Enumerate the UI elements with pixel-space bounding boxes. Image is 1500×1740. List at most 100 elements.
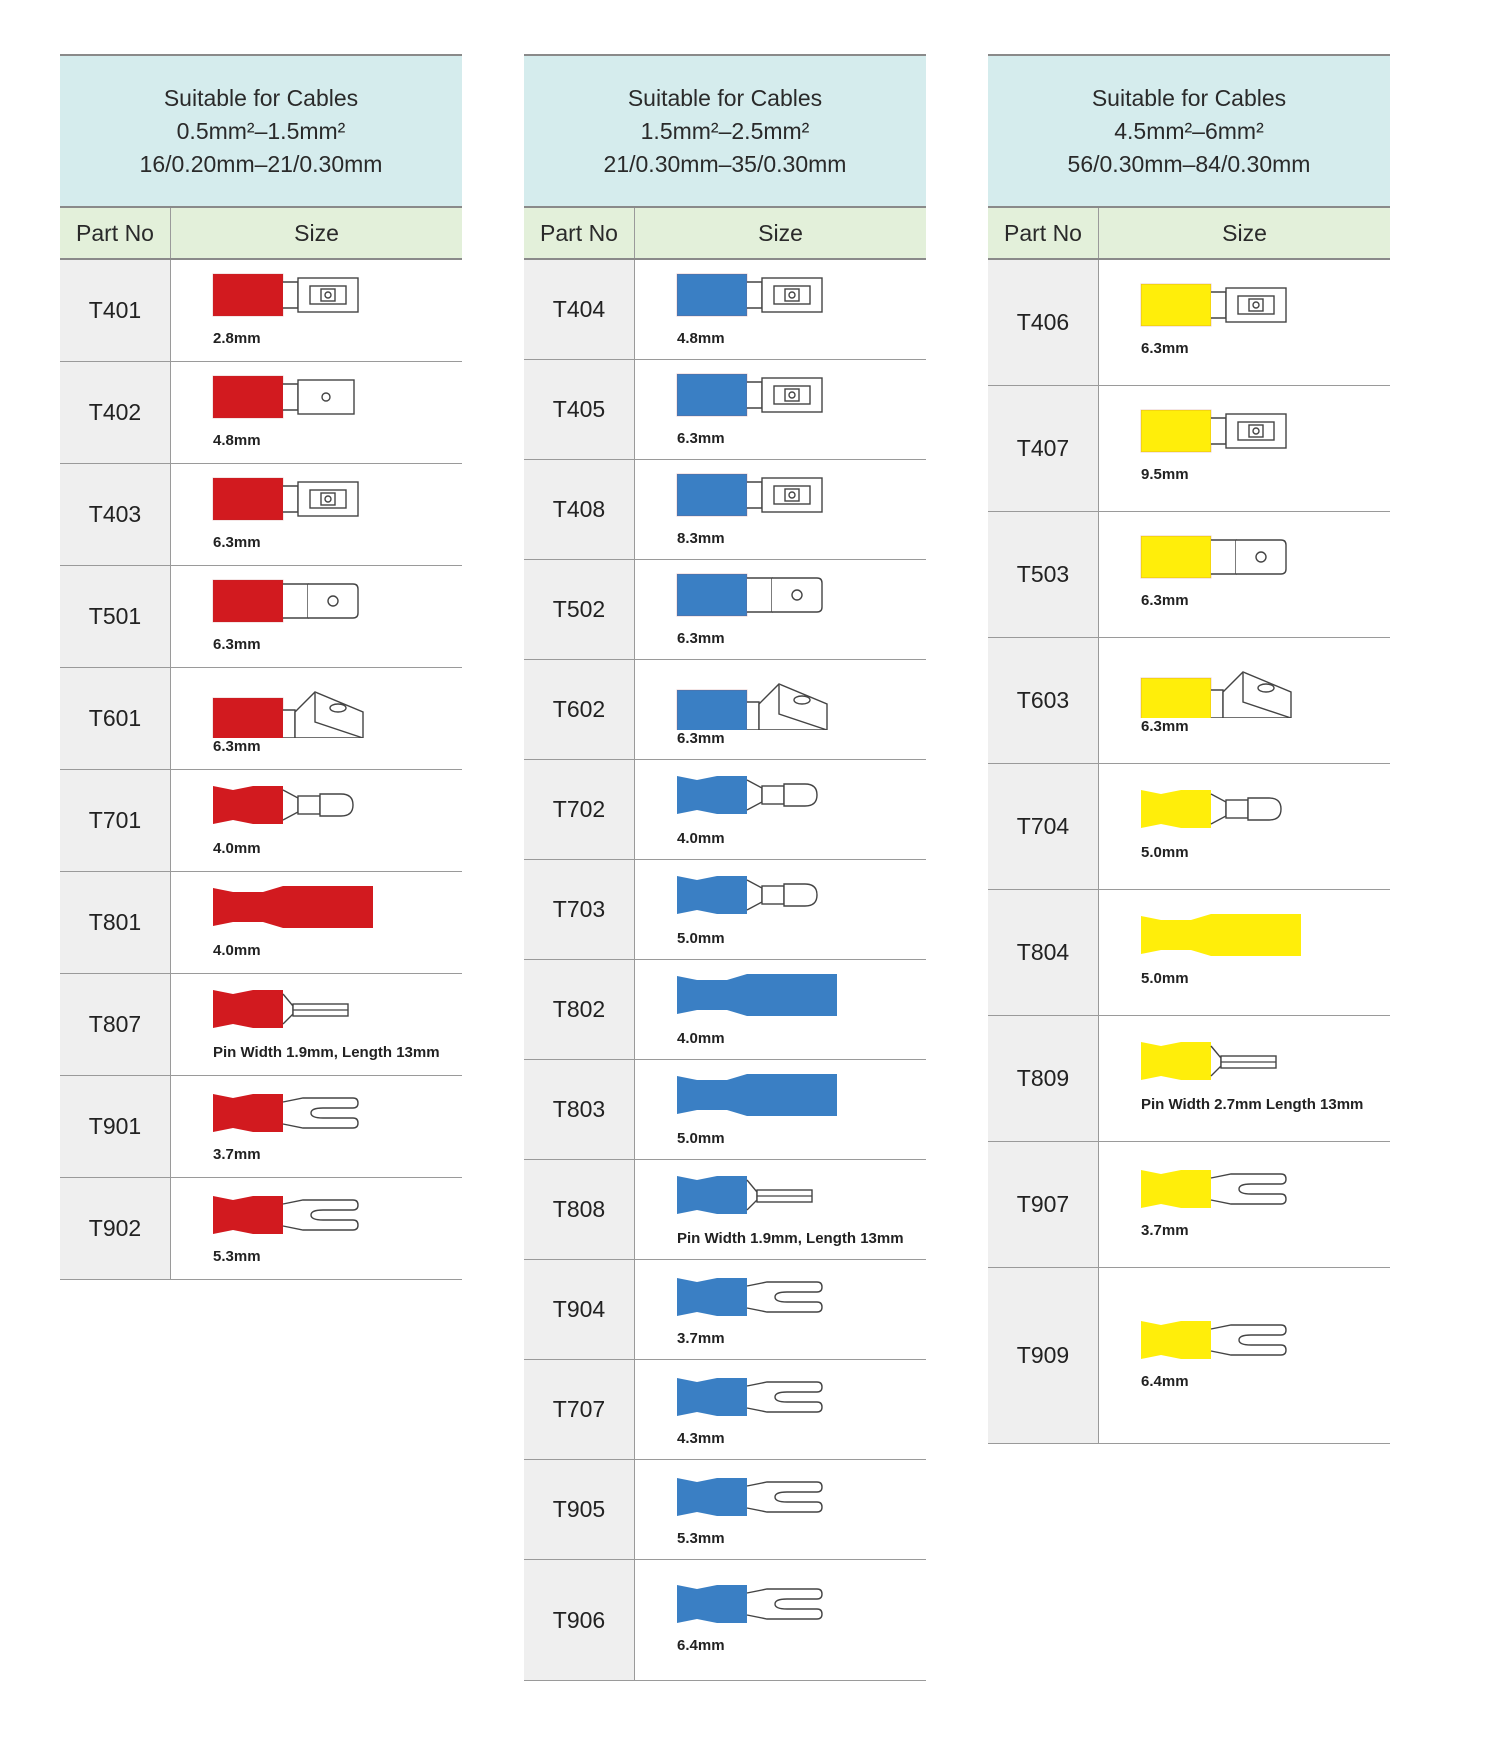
size-label: 5.3mm xyxy=(677,1530,725,1547)
fork-terminal-icon xyxy=(677,1585,823,1623)
size-label: 6.4mm xyxy=(1141,1373,1189,1390)
size-header: Size xyxy=(294,219,339,246)
size-label: 6.3mm xyxy=(1141,340,1189,357)
part-no-cell: T602 xyxy=(524,660,635,759)
header-title: Suitable for Cables xyxy=(1091,84,1287,111)
part-no-cell: T904 xyxy=(524,1260,635,1359)
part-no-cell: T402 xyxy=(60,362,171,463)
size-cell: 6.3mm xyxy=(635,360,926,459)
size-cell: 2.8mm xyxy=(171,260,462,361)
female-disconnect-icon xyxy=(676,273,823,317)
header-range: 0.5mm²–1.5mm² xyxy=(176,117,346,144)
header-title: Suitable for Cables xyxy=(163,84,359,111)
male-disconnect-icon xyxy=(212,375,355,419)
piggyback-disconnect-icon xyxy=(1140,671,1292,718)
table-row: T907 3.7mm xyxy=(988,1142,1390,1268)
size-label: 2.8mm xyxy=(213,330,261,347)
part-no-cell: T701 xyxy=(60,770,171,871)
size-cell: 6.3mm xyxy=(171,464,462,565)
part-no-cell: T704 xyxy=(988,764,1099,889)
size-cell: 6.3mm xyxy=(1099,512,1390,637)
size-label: 4.0mm xyxy=(677,1030,725,1047)
part-no-cell: T901 xyxy=(60,1076,171,1177)
size-label: 5.0mm xyxy=(677,930,725,947)
size-label: 6.4mm xyxy=(677,1637,725,1654)
size-label: 9.5mm xyxy=(1141,466,1189,483)
table-row: T905 5.3mm xyxy=(524,1460,926,1560)
table-row: T402 4.8mm xyxy=(60,362,462,464)
table-row: T501 6.3mm xyxy=(60,566,462,668)
bullet-female-icon xyxy=(1141,914,1301,956)
size-cell: 4.0mm xyxy=(171,770,462,871)
piggyback-disconnect-icon xyxy=(676,683,828,730)
table-row: T408 8.3mm xyxy=(524,460,926,560)
size-cell: Pin Width 1.9mm, Length 13mm xyxy=(635,1160,926,1259)
size-cell: 6.4mm xyxy=(1099,1268,1390,1443)
bullet-female-icon xyxy=(213,886,373,928)
bullet-female-icon xyxy=(677,974,837,1016)
female-disconnect-icon xyxy=(1140,283,1287,327)
size-label: 4.0mm xyxy=(213,840,261,857)
table-row: T808 Pin Width 1.9mm, Length 13mm xyxy=(524,1160,926,1260)
table-header: Suitable for Cables 0.5mm²–1.5mm² 16/0.2… xyxy=(60,56,462,208)
part-no-cell: T801 xyxy=(60,872,171,973)
size-cell: 6.3mm xyxy=(635,660,926,759)
part-no-cell: T406 xyxy=(988,260,1099,385)
header-strands: 56/0.30mm–84/0.30mm xyxy=(1067,150,1311,177)
size-label: 3.7mm xyxy=(213,1146,261,1163)
fork-terminal-icon xyxy=(213,1196,359,1234)
table-row: T601 6.3mm xyxy=(60,668,462,770)
part-no-cell: T803 xyxy=(524,1060,635,1159)
size-label: Pin Width 1.9mm, Length 13mm xyxy=(213,1044,440,1061)
table-header: Suitable for Cables 1.5mm²–2.5mm² 21/0.3… xyxy=(524,56,926,208)
size-cell: 5.0mm xyxy=(635,860,926,959)
size-header: Size xyxy=(1222,219,1267,246)
part-no-cell: T405 xyxy=(524,360,635,459)
fork-terminal-icon xyxy=(1141,1321,1287,1359)
size-cell: 4.0mm xyxy=(635,960,926,1059)
part-no-cell: T902 xyxy=(60,1178,171,1279)
bullet-male-icon xyxy=(213,786,354,824)
size-cell: 4.8mm xyxy=(171,362,462,463)
table-row: T404 4.8mm xyxy=(524,260,926,360)
part-no-cell: T401 xyxy=(60,260,171,361)
size-cell: Pin Width 1.9mm, Length 13mm xyxy=(171,974,462,1075)
size-cell: 5.3mm xyxy=(635,1460,926,1559)
size-label: 3.7mm xyxy=(1141,1222,1189,1239)
part-no-cell: T404 xyxy=(524,260,635,359)
table-row: T802 4.0mm xyxy=(524,960,926,1060)
size-cell: 4.0mm xyxy=(171,872,462,973)
table-row: T701 4.0mm xyxy=(60,770,462,872)
part-no-cell: T808 xyxy=(524,1160,635,1259)
size-cell: 6.4mm xyxy=(635,1560,926,1680)
part-no-cell: T501 xyxy=(60,566,171,667)
size-cell: 6.3mm xyxy=(171,668,462,769)
bullet-male-icon xyxy=(677,876,818,914)
size-cell: 3.7mm xyxy=(1099,1142,1390,1267)
size-label: 5.0mm xyxy=(677,1130,725,1147)
part-no-cell: T906 xyxy=(524,1560,635,1680)
part-no-header: Part No xyxy=(988,208,1099,258)
size-cell: 4.3mm xyxy=(635,1360,926,1459)
part-no-cell: T408 xyxy=(524,460,635,559)
table-row: T901 3.7mm xyxy=(60,1076,462,1178)
fork-terminal-icon xyxy=(677,1278,823,1316)
table-row: T803 5.0mm xyxy=(524,1060,926,1160)
table-row: T405 6.3mm xyxy=(524,360,926,460)
table-rows: T406 6.3mm T407 9.5mm T503 6.3mm T603 6.3mm T704… xyxy=(988,260,1390,1444)
fork-terminal-icon xyxy=(213,1094,359,1132)
table-row: T502 6.3mm xyxy=(524,560,926,660)
table-row: T406 6.3mm xyxy=(988,260,1390,386)
part-no-cell: T907 xyxy=(988,1142,1099,1267)
piggyback-disconnect-icon xyxy=(212,691,364,738)
part-no-cell: T905 xyxy=(524,1460,635,1559)
size-label: 6.3mm xyxy=(213,636,261,653)
table-row: T807 Pin Width 1.9mm, Length 13mm xyxy=(60,974,462,1076)
male-blade-icon xyxy=(676,573,823,617)
header-title: Suitable for Cables xyxy=(627,84,823,111)
part-no-cell: T707 xyxy=(524,1360,635,1459)
fork-terminal-icon xyxy=(677,1478,823,1516)
table-row: T804 5.0mm xyxy=(988,890,1390,1016)
female-disconnect-icon xyxy=(212,477,359,521)
part-no-cell: T702 xyxy=(524,760,635,859)
